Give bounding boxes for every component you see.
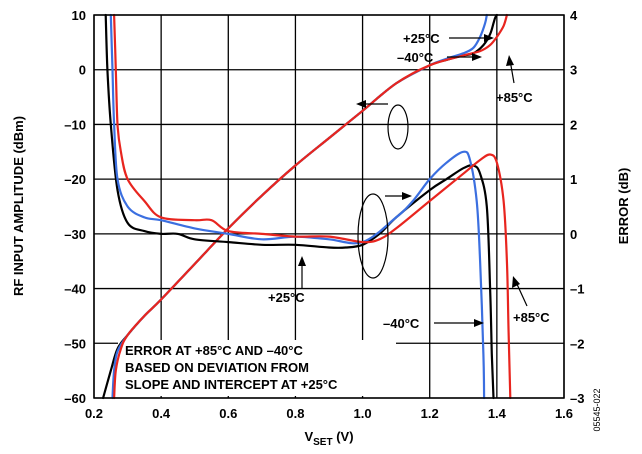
x-axis-title: VSET (V)	[304, 429, 353, 448]
note-box	[118, 340, 396, 396]
loop-amplitude	[387, 104, 409, 150]
x-tick-label: 1.0	[354, 406, 372, 421]
curves	[102, 13, 512, 400]
y-tick-label: –40	[64, 282, 86, 297]
annotation-arrows	[298, 34, 528, 327]
x-tick-label: 0.2	[85, 406, 103, 421]
y-tick-label: 0	[79, 63, 86, 78]
label-25c-top: +25°C	[403, 31, 440, 46]
note-line-3: SLOPE AND INTERCEPT AT +25°C	[125, 377, 338, 392]
plot-frame	[93, 14, 565, 399]
arrowhead-25-top	[484, 34, 494, 42]
y-tick-label: –50	[64, 336, 86, 351]
y2-axis-title: ERROR (dB)	[616, 168, 631, 245]
y-tick-label: –10	[64, 117, 86, 132]
x-axis-title-main: V	[304, 429, 313, 444]
figure-id: 05545-022	[592, 388, 602, 431]
label-25c-bottom: +25°C	[268, 290, 305, 305]
x-tick-label: 1.2	[421, 406, 439, 421]
arrowhead-error-axis	[402, 192, 412, 200]
y-tick-label: 10	[72, 8, 86, 23]
x-tick-label: 0.6	[219, 406, 237, 421]
arrowhead-25-bottom	[298, 256, 306, 266]
grid	[93, 14, 565, 399]
x-tick-label: 0.4	[152, 406, 171, 421]
loop-error	[357, 193, 389, 279]
note-line-1: ERROR AT +85°C AND –40°C	[125, 343, 303, 358]
label-40c-top: –40°C	[397, 50, 434, 65]
arrowhead-amplitude-axis	[356, 100, 366, 108]
x-tick-labels: 0.2 0.4 0.6 0.8 1.0 1.2 1.4 1.6	[85, 406, 573, 421]
note-line-2: BASED ON DEVIATION FROM	[125, 360, 309, 375]
y-tick-label: –20	[64, 172, 86, 187]
arrowhead-85-bottom	[512, 276, 520, 288]
y-axis-title: RF INPUT AMPLITUDE (dBm)	[11, 116, 26, 296]
arrowhead-40-bottom	[474, 319, 484, 327]
y2-tick-label: 4	[570, 8, 578, 23]
label-85c-top: +85°C	[496, 90, 533, 105]
y-tick-label: –30	[64, 227, 86, 242]
x-tick-label: 1.6	[555, 406, 573, 421]
x-tick-label: 1.4	[488, 406, 507, 421]
x-axis-title-sub: SET	[313, 437, 332, 448]
y2-tick-label: 0	[570, 227, 577, 242]
y2-tick-labels: 4 3 2 1 0 –1 –2 –3	[570, 8, 584, 406]
series-error-line	[104, 13, 495, 400]
arrowhead-40-top	[472, 53, 482, 61]
y2-tick-label: –2	[570, 336, 584, 351]
series-amplitude-line	[113, 13, 508, 400]
y2-tick-label: –3	[570, 391, 584, 406]
y-tick-label: –60	[64, 391, 86, 406]
label-40c-bottom: –40°C	[383, 316, 420, 331]
label-85c-bottom: +85°C	[513, 310, 550, 325]
arrow-85-bottom	[515, 281, 528, 307]
y2-tick-label: –1	[570, 282, 584, 297]
y2-tick-label: 2	[570, 117, 577, 132]
y2-tick-label: 1	[570, 172, 577, 187]
series-error-line	[113, 13, 512, 400]
x-tick-label: 0.8	[286, 406, 304, 421]
y2-tick-label: 3	[570, 63, 577, 78]
y-tick-labels: 10 0 –10 –20 –30 –40 –50 –60	[64, 8, 86, 406]
series-error-line	[109, 13, 486, 400]
arrowhead-85-top	[506, 55, 514, 66]
x-axis-title-unit: (V)	[333, 429, 354, 444]
